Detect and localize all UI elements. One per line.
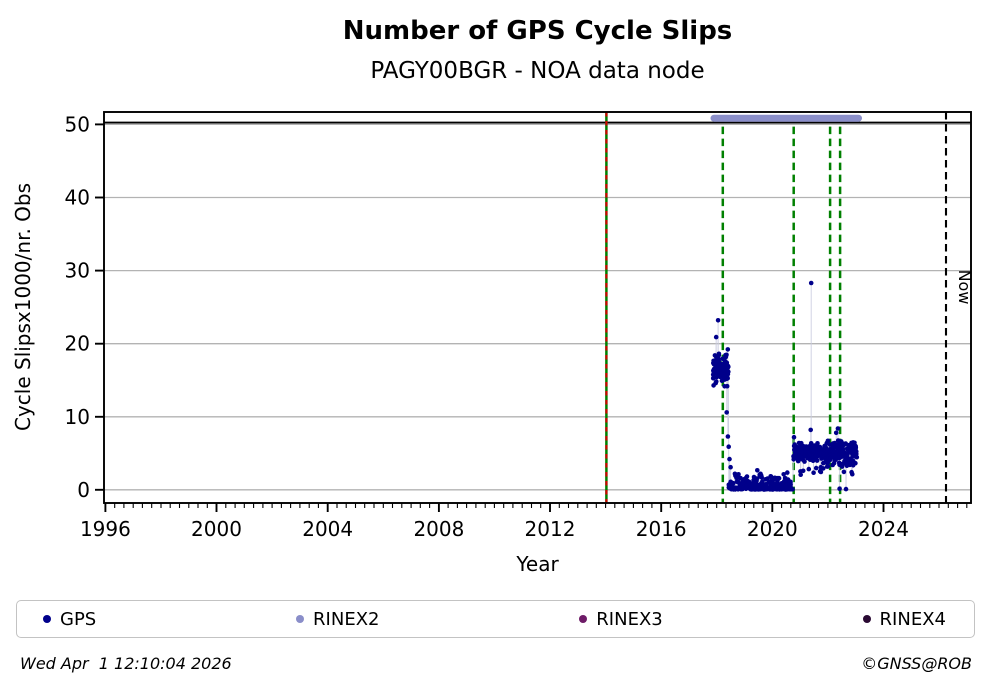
plot-credit: ©GNSS@ROB (861, 654, 972, 673)
plot-frame (103, 111, 972, 504)
legend: GPS RINEX2 RINEX3 RINEX4 (16, 600, 975, 638)
legend-label-rinex2: RINEX2 (313, 608, 380, 630)
y-axis-label: Cycle Slipsx1000/nr. Obs (11, 183, 35, 431)
svg-text:50: 50 (65, 112, 90, 136)
svg-text:0: 0 (77, 478, 90, 502)
rinex4-marker-icon (862, 615, 871, 623)
x-tick-labels: 1996 2000 2004 2008 2012 2016 2020 2024 (80, 517, 909, 541)
svg-text:2024: 2024 (858, 517, 909, 541)
svg-text:2020: 2020 (747, 517, 798, 541)
svg-text:2000: 2000 (191, 517, 242, 541)
legend-item-rinex2: RINEX2 (296, 609, 379, 630)
legend-item-gps: GPS (43, 609, 96, 630)
svg-text:2012: 2012 (525, 517, 576, 541)
svg-text:10: 10 (65, 405, 90, 429)
legend-label-rinex3: RINEX3 (596, 608, 663, 630)
svg-text:30: 30 (65, 259, 90, 283)
y-axis-ticks (95, 123, 104, 491)
x-axis-label: Year (516, 552, 559, 576)
svg-text:1996: 1996 (80, 517, 131, 541)
legend-label-rinex4: RINEX4 (879, 608, 946, 630)
now-label: Now (955, 270, 974, 305)
x-axis-ticks (104, 503, 968, 512)
svg-text:2016: 2016 (636, 517, 687, 541)
svg-text:2004: 2004 (302, 517, 353, 541)
svg-text:20: 20 (65, 332, 90, 356)
gps-points (710, 280, 860, 492)
legend-label-gps: GPS (60, 608, 97, 630)
y-gridlines (104, 123, 971, 491)
chart-title: Number of GPS Cycle Slips (342, 16, 733, 46)
rinex3-marker-icon (579, 615, 588, 623)
plot-timestamp: Wed Apr 1 12:10:04 2026 (20, 654, 232, 673)
y-tick-labels: 0 10 20 30 40 50 (65, 112, 90, 501)
legend-item-rinex3: RINEX3 (579, 608, 663, 630)
chart-subtitle: PAGY00BGR - NOA data node (370, 58, 705, 84)
rinex2-marker-icon (296, 615, 305, 623)
svg-text:40: 40 (65, 186, 90, 210)
gps-marker-icon (43, 615, 51, 623)
svg-text:2008: 2008 (413, 517, 464, 541)
legend-item-rinex4: RINEX4 (862, 608, 946, 630)
